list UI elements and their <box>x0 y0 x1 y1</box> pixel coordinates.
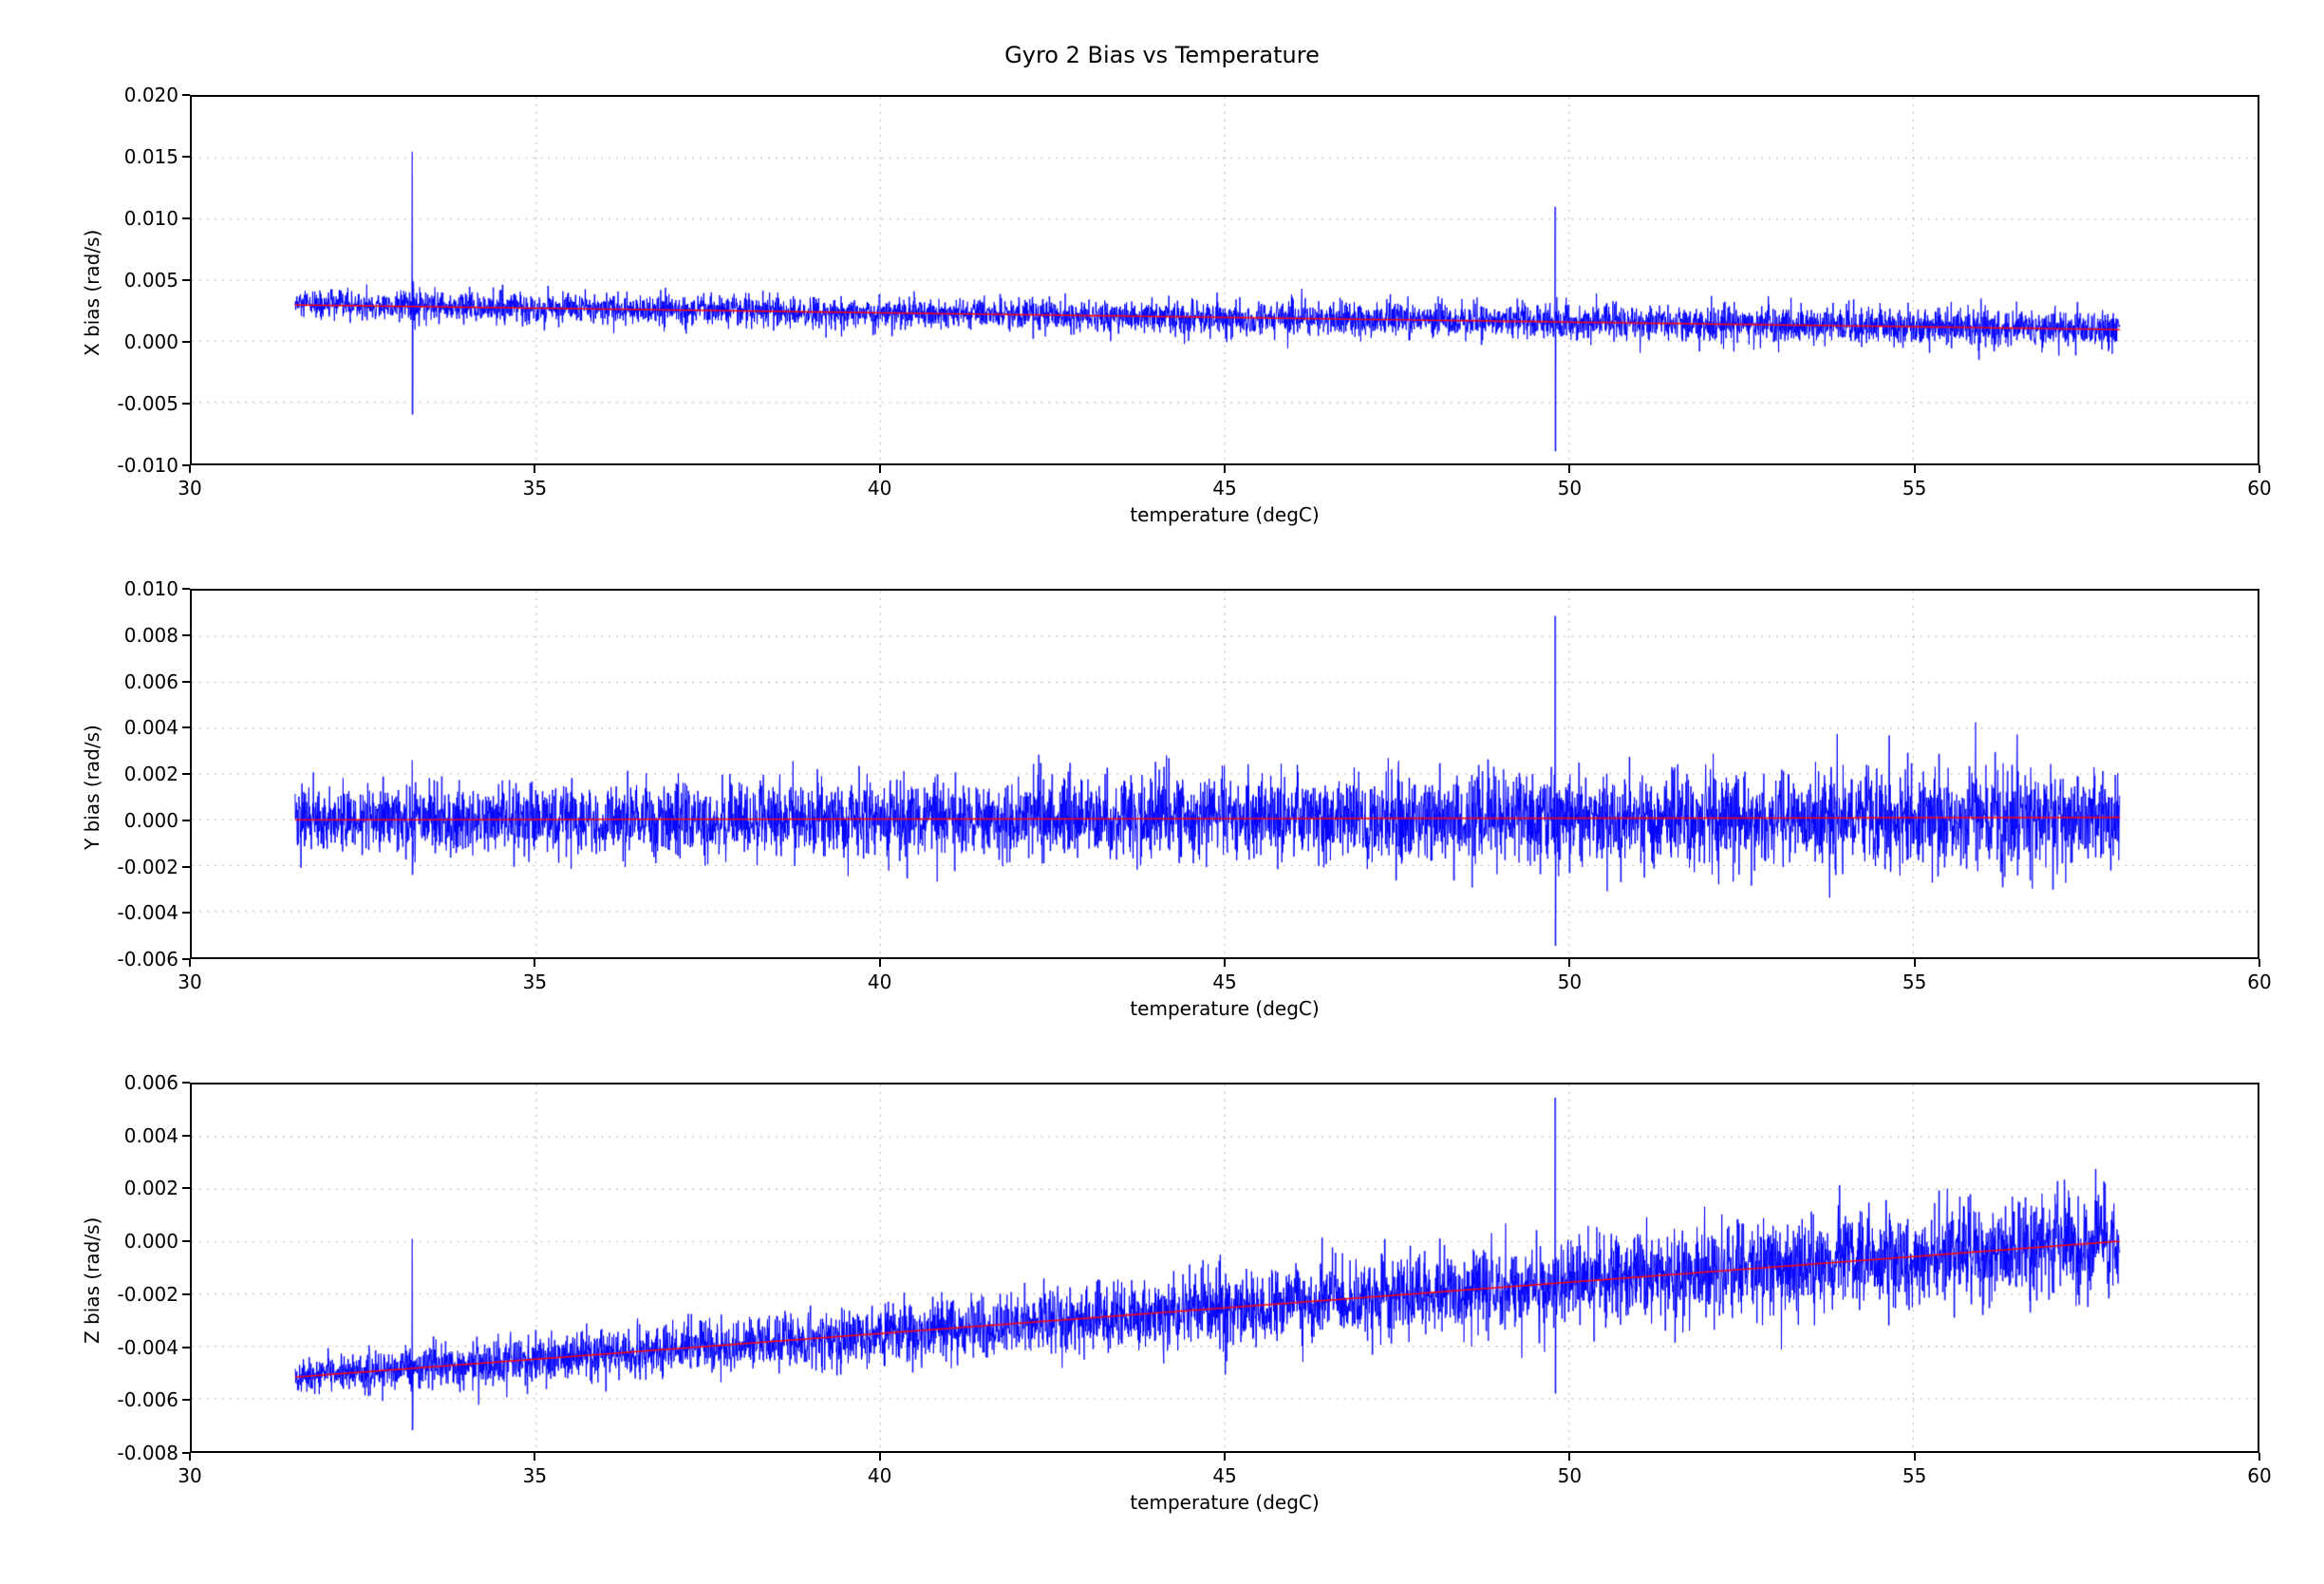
subplot-y <box>190 589 2259 959</box>
xtick-label: 45 <box>1212 477 1236 500</box>
ytick-mark <box>182 464 190 466</box>
ytick-mark <box>182 912 190 914</box>
ytick-label: -0.008 <box>74 1442 178 1464</box>
ytick-label: -0.002 <box>74 856 178 878</box>
xtick-label: 30 <box>178 477 201 500</box>
figure: Gyro 2 Bias vs Temperature 30 35 40 45 50 55 6… <box>0 0 2324 1584</box>
xtick-mark <box>1568 1453 1570 1461</box>
xtick-label: 45 <box>1212 1464 1236 1487</box>
xtick-mark <box>1914 959 1916 967</box>
ytick-mark <box>182 1347 190 1348</box>
ytick-mark <box>182 1135 190 1137</box>
xtick-mark <box>2258 959 2260 967</box>
xtick-mark <box>189 959 191 967</box>
xtick-mark <box>1224 959 1226 967</box>
ytick-mark <box>182 1293 190 1295</box>
plot-canvas-x <box>192 97 2258 463</box>
xtick-label: 30 <box>178 1464 201 1487</box>
figure-title: Gyro 2 Bias vs Temperature <box>0 42 2324 68</box>
ytick-mark <box>182 958 190 960</box>
xtick-label: 50 <box>1558 477 1582 500</box>
ytick-label: 0.015 <box>74 145 178 168</box>
ytick-mark <box>182 403 190 405</box>
x-axis-label-z: temperature (degC) <box>190 1491 2259 1514</box>
xtick-label: 45 <box>1212 971 1236 993</box>
ytick-label: 0.006 <box>74 670 178 693</box>
ytick-mark <box>182 634 190 636</box>
y-axis-label-y: Y bias (rad/s) <box>81 725 103 850</box>
ytick-mark <box>182 156 190 158</box>
ytick-mark <box>182 217 190 219</box>
xtick-mark <box>189 1453 191 1461</box>
plot-canvas-y <box>192 591 2258 957</box>
ytick-label: 0.008 <box>74 624 178 647</box>
xtick-label: 40 <box>868 477 891 500</box>
xtick-label: 55 <box>1902 1464 1926 1487</box>
xtick-mark <box>534 1453 535 1461</box>
xtick-label: 60 <box>2247 971 2271 993</box>
ytick-mark <box>182 726 190 728</box>
xtick-label: 60 <box>2247 477 2271 500</box>
xtick-label: 30 <box>178 971 201 993</box>
ytick-label: 0.010 <box>74 207 178 230</box>
subplot-x <box>190 95 2259 465</box>
xtick-label: 35 <box>523 1464 547 1487</box>
xtick-mark <box>1914 465 1916 473</box>
xtick-mark <box>2258 1453 2260 1461</box>
ytick-mark <box>182 94 190 96</box>
x-axis-label-x: temperature (degC) <box>190 503 2259 526</box>
ytick-mark <box>182 1240 190 1242</box>
ytick-mark <box>182 820 190 821</box>
plot-canvas-z <box>192 1084 2258 1451</box>
xtick-label: 50 <box>1558 971 1582 993</box>
y-axis-label-z: Z bias (rad/s) <box>81 1217 103 1344</box>
xtick-label: 50 <box>1558 1464 1582 1487</box>
ytick-mark <box>182 1452 190 1454</box>
ytick-mark <box>182 1187 190 1189</box>
ytick-label: -0.006 <box>74 948 178 971</box>
ytick-label: 0.004 <box>74 1124 178 1147</box>
xtick-mark <box>879 1453 881 1461</box>
xtick-label: 35 <box>523 477 547 500</box>
xtick-mark <box>1568 959 1570 967</box>
ytick-label: 0.020 <box>74 84 178 106</box>
xtick-mark <box>1914 1453 1916 1461</box>
xtick-mark <box>534 959 535 967</box>
xtick-mark <box>1224 465 1226 473</box>
ytick-label: -0.004 <box>74 901 178 924</box>
y-axis-label-x: X bias (rad/s) <box>81 230 103 356</box>
ytick-label: 0.010 <box>74 577 178 600</box>
xtick-label: 55 <box>1902 477 1926 500</box>
ytick-label: 0.006 <box>74 1071 178 1094</box>
ytick-mark <box>182 341 190 343</box>
xtick-label: 40 <box>868 1464 891 1487</box>
ytick-mark <box>182 1082 190 1084</box>
xtick-label: 55 <box>1902 971 1926 993</box>
xtick-mark <box>189 465 191 473</box>
ytick-label: -0.010 <box>74 454 178 477</box>
xtick-label: 35 <box>523 971 547 993</box>
subplot-z <box>190 1083 2259 1453</box>
ytick-mark <box>182 866 190 868</box>
xtick-mark <box>534 465 535 473</box>
ytick-mark <box>182 1399 190 1401</box>
xtick-mark <box>1568 465 1570 473</box>
ytick-label: -0.006 <box>74 1388 178 1411</box>
ytick-label: 0.002 <box>74 1177 178 1199</box>
ytick-mark <box>182 279 190 281</box>
xtick-mark <box>1224 1453 1226 1461</box>
xtick-label: 60 <box>2247 1464 2271 1487</box>
x-axis-label-y: temperature (degC) <box>190 997 2259 1020</box>
xtick-mark <box>879 959 881 967</box>
ytick-label: -0.005 <box>74 392 178 415</box>
xtick-mark <box>879 465 881 473</box>
xtick-label: 40 <box>868 971 891 993</box>
xtick-mark <box>2258 465 2260 473</box>
ytick-mark <box>182 588 190 590</box>
ytick-mark <box>182 773 190 775</box>
ytick-mark <box>182 681 190 683</box>
